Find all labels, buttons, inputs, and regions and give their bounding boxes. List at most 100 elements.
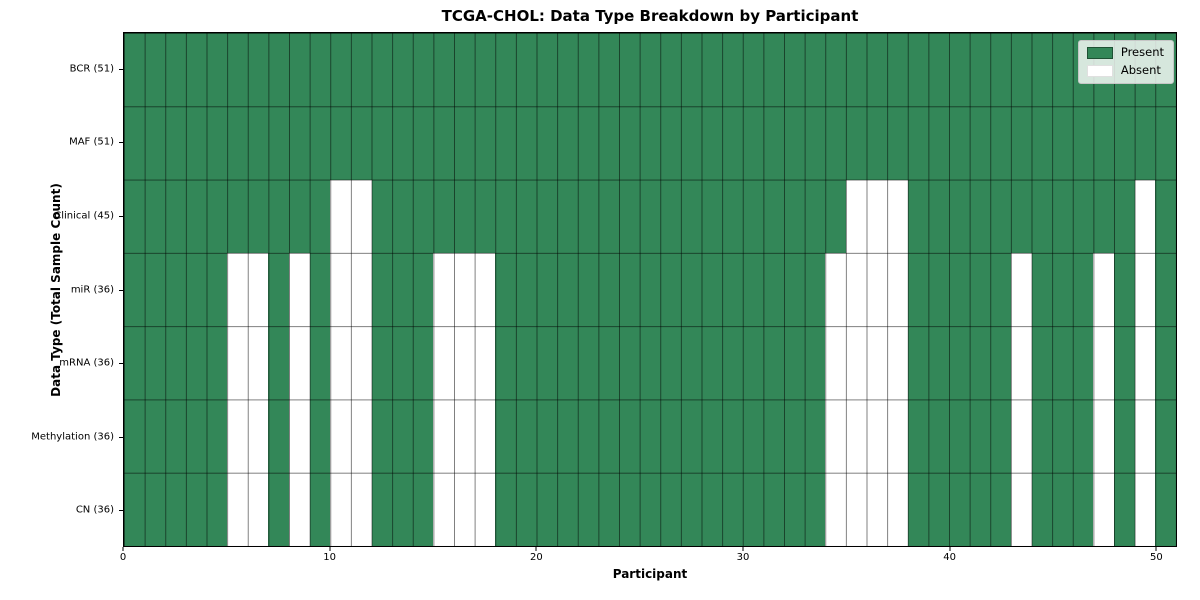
heatmap-cell [742, 399, 764, 473]
heatmap-cell [804, 179, 826, 253]
legend-item-present: Present [1086, 47, 1164, 59]
heatmap-cell [454, 179, 475, 253]
heatmap-cell [1010, 179, 1032, 253]
heatmap-cell [619, 33, 640, 107]
heatmap-cell [1114, 106, 1135, 180]
heatmap-cell [577, 106, 599, 180]
heatmap-cell [124, 33, 145, 107]
heatmap-cell [268, 399, 290, 473]
heatmap-cell [763, 472, 785, 546]
heatmap-cell [371, 33, 393, 107]
heatmap-cell [1134, 399, 1156, 473]
heatmap-cell [474, 106, 496, 180]
heatmap-cell [247, 326, 269, 400]
heatmap-cell [1031, 326, 1053, 400]
heatmap-cell [660, 326, 681, 400]
heatmap-cell [124, 106, 145, 180]
heatmap-cell [619, 252, 640, 327]
heatmap-cell [907, 326, 929, 400]
heatmap-cell [680, 179, 702, 253]
heatmap-cell [845, 472, 867, 546]
heatmap-cell [680, 326, 702, 400]
heatmap-cell [701, 472, 723, 546]
heatmap-cell [185, 399, 207, 473]
heatmap-cell [619, 106, 640, 180]
heatmap-cell [144, 106, 166, 180]
heatmap-cell [454, 472, 475, 546]
heatmap-cell [412, 399, 434, 473]
heatmap-cell [371, 472, 393, 546]
heatmap-cell [845, 399, 867, 473]
heatmap-cell [165, 399, 186, 473]
heatmap-cell [639, 326, 661, 400]
heatmap-cell [268, 326, 290, 400]
heatmap-cell [598, 472, 620, 546]
heatmap-cell [845, 326, 867, 400]
heatmap-cell [969, 252, 991, 327]
heatmap-cell [1134, 472, 1156, 546]
heatmap-cell [309, 33, 331, 107]
heatmap-cell [1072, 106, 1094, 180]
heatmap-cell [309, 399, 331, 473]
heatmap-cell [1031, 472, 1053, 546]
heatmap-cell [289, 472, 310, 546]
heatmap-cell [412, 252, 434, 327]
heatmap-cell [969, 33, 991, 107]
heatmap-cell [412, 326, 434, 400]
heatmap-cell [392, 326, 413, 400]
heatmap-cell [722, 252, 743, 327]
y-tick-mark [119, 68, 123, 70]
heatmap-cell [619, 326, 640, 400]
heatmap-cell [557, 179, 578, 253]
heatmap-cell [866, 106, 888, 180]
y-tick-label: BCR (51) [69, 63, 114, 75]
heatmap-cell [1072, 252, 1094, 327]
heatmap-cell [804, 106, 826, 180]
heatmap-cell [247, 252, 269, 327]
legend-swatch-absent-icon [1086, 65, 1113, 77]
heatmap-cell [949, 252, 970, 327]
heatmap-cell [990, 399, 1011, 473]
heatmap-cell [660, 399, 681, 473]
heatmap-cell [433, 326, 455, 400]
heatmap-cell [577, 399, 599, 473]
y-tick-mark [119, 289, 123, 291]
heatmap-cell [433, 472, 455, 546]
heatmap-cell [639, 399, 661, 473]
heatmap-cell [495, 399, 516, 473]
y-tick-label: mRNA (36) [59, 357, 114, 369]
heatmap-cell [660, 106, 681, 180]
heatmap-cell [433, 33, 455, 107]
heatmap-cell [680, 106, 702, 180]
heatmap-cell [825, 33, 846, 107]
heatmap-cell [1031, 252, 1053, 327]
heatmap-cell [660, 33, 681, 107]
heatmap-cell [928, 399, 950, 473]
y-tick-label: Clinical (45) [54, 210, 114, 222]
heatmap-cell [392, 33, 413, 107]
heatmap-cell [722, 472, 743, 546]
heatmap-cell [722, 33, 743, 107]
heatmap-cell [660, 472, 681, 546]
heatmap-cell [454, 106, 475, 180]
heatmap-cell [928, 179, 950, 253]
heatmap-cell [206, 179, 228, 253]
heatmap-cell [144, 252, 166, 327]
legend: Present Absent [1077, 40, 1174, 84]
heatmap-cell [495, 252, 516, 327]
heatmap-cell [536, 33, 558, 107]
heatmap-cell [887, 106, 908, 180]
heatmap-cell [763, 326, 785, 400]
heatmap-cell [577, 252, 599, 327]
y-tick-label: miR (36) [70, 284, 114, 295]
heatmap-cell [907, 472, 929, 546]
heatmap-cell [1052, 252, 1073, 327]
heatmap-cell [495, 179, 516, 253]
heatmap-cell [289, 33, 310, 107]
heatmap-cell [1031, 179, 1053, 253]
heatmap-cell [268, 33, 290, 107]
heatmap-cell [763, 33, 785, 107]
heatmap-cell [227, 326, 248, 400]
heatmap-cell [515, 179, 537, 253]
heatmap-cell [701, 399, 723, 473]
